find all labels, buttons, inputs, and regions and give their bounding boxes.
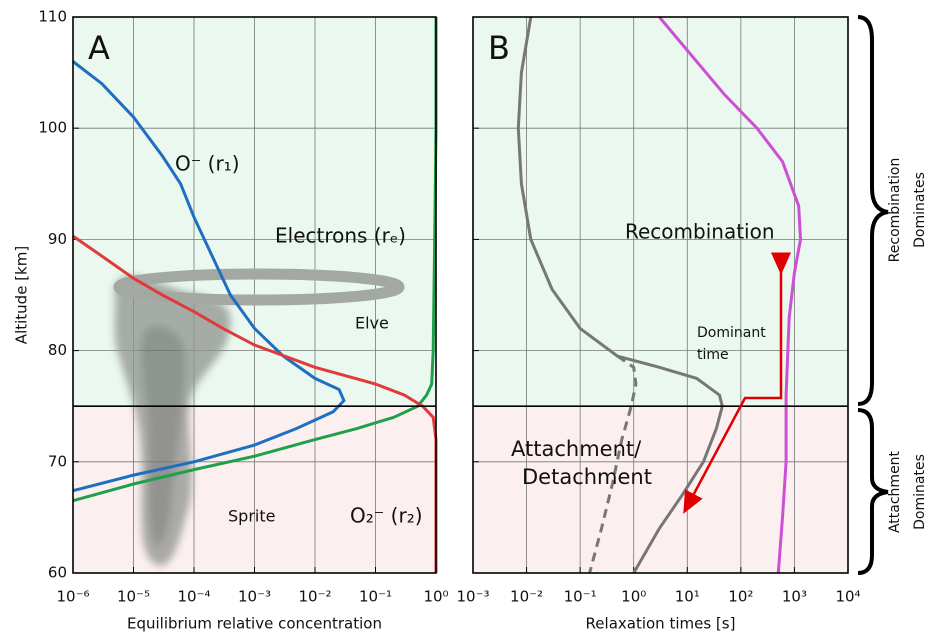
- y-tick-label: 90: [48, 230, 67, 248]
- x-tick-label: 10⁻²: [510, 588, 543, 606]
- x-tick-label: 10⁻⁶: [56, 588, 89, 606]
- series-label: O⁻ (r₁): [175, 152, 240, 176]
- y-tick-label: 60: [48, 564, 67, 582]
- y-tick-label: 100: [38, 119, 67, 137]
- x-tick-label: 10⁰: [621, 588, 646, 606]
- x-tick-label: 10³: [782, 588, 807, 606]
- annotation: time: [697, 347, 729, 363]
- side-label: Dominates: [912, 454, 928, 530]
- annotation: Elve: [355, 314, 389, 333]
- brace: [858, 17, 888, 404]
- annotation: Dominant: [697, 325, 766, 341]
- y-tick-label: 80: [48, 341, 67, 359]
- side-label: Attachment: [887, 450, 903, 533]
- region-above: [473, 17, 848, 406]
- figure: 60 70 80 90 100 110 10⁻⁶ 10⁻⁵ 10⁻⁴ 10⁻³ 10⁻² 10⁻¹ 10…: [0, 0, 934, 636]
- y-axis-label: Altitude [km]: [13, 246, 31, 344]
- x-tick-label: 10⁻³: [238, 588, 271, 606]
- series-label: Recombination: [625, 220, 775, 244]
- y-tick-label: 70: [48, 452, 67, 470]
- x-tick-label: 10¹: [675, 588, 700, 606]
- x-tick-label: 10⁻⁵: [117, 588, 150, 606]
- panel-label: A: [88, 29, 110, 67]
- side-label: Dominates: [912, 172, 928, 248]
- x-axis-label: Equilibrium relative concentration: [127, 615, 382, 633]
- annotation: Attachment/: [511, 437, 642, 461]
- x-tick-label: 10⁰: [423, 588, 448, 606]
- side-label: Recombination: [887, 158, 903, 263]
- y-tick-label: 110: [38, 8, 67, 26]
- region-below: [473, 406, 848, 573]
- x-tick-label: 10⁴: [835, 588, 860, 606]
- x-tick-label: 10⁻¹: [564, 588, 597, 606]
- x-tick-label: 10⁻¹: [359, 588, 392, 606]
- series-label: O₂⁻ (r₂): [350, 504, 423, 528]
- x-tick-label: 10⁻⁴: [177, 588, 210, 606]
- x-tick-label: 10²: [728, 588, 753, 606]
- x-tick-label: 10⁻²: [298, 588, 331, 606]
- page: {"chart_data": [ {"type": "line", "panel…: [0, 0, 934, 636]
- series-label: Electrons (rₑ): [275, 224, 406, 248]
- annotation: Detachment: [522, 465, 652, 489]
- annotation: Sprite: [228, 507, 275, 526]
- x-tick-label: 10⁻³: [456, 588, 489, 606]
- panel-label: B: [488, 29, 510, 67]
- brace: [858, 410, 888, 573]
- x-axis-label: Relaxation times [s]: [586, 615, 736, 633]
